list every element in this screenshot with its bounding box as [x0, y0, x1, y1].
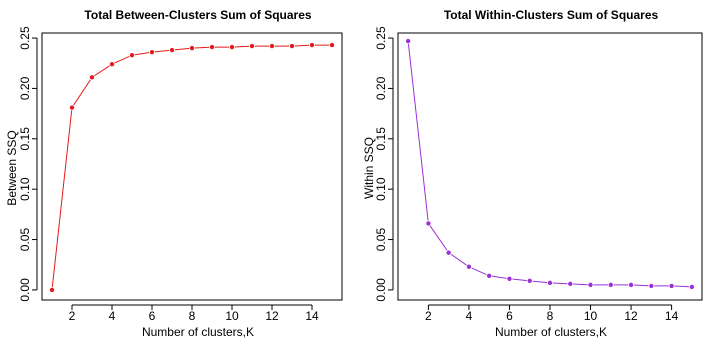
within-ssq-data-point [425, 220, 432, 227]
within-ssq-y-axis: 0.00 0.05 0.10 0.15 0.20 0.25 [374, 26, 394, 302]
within-ssq-series [405, 38, 695, 290]
within-ssq-y-tick-label: 0.00 [374, 278, 388, 302]
within-ssq-data-point [688, 283, 695, 290]
between-ssq-data-point [288, 43, 295, 50]
between-ssq-x-tick-label: 14 [305, 309, 319, 323]
within-ssq-data-point [628, 281, 635, 288]
within-ssq-x-tick-label: 14 [665, 309, 679, 323]
between-ssq-y-tick-label: 0.20 [18, 76, 32, 100]
between-ssq-y-tick-label: 0.05 [18, 228, 32, 252]
between-ssq-x-axis: 2 4 6 8 10 12 14 [69, 304, 319, 323]
between-ssq-title: Total Between-Clusters Sum of Squares [84, 8, 311, 22]
within-ssq-chart: Total Within-Clusters Sum of Squares Num… [362, 8, 703, 339]
between-ssq-data-point [128, 52, 135, 59]
within-ssq-data-point [445, 249, 452, 256]
between-ssq-y-tick-label: 0.10 [18, 177, 32, 201]
within-ssq-y-tick-label: 0.05 [374, 228, 388, 252]
within-ssq-data-point [506, 275, 513, 282]
between-ssq-data-point [268, 43, 275, 50]
within-ssq-x-tick-label: 8 [547, 309, 554, 323]
within-ssq-data-point [668, 282, 675, 289]
within-ssq-x-tick-label: 10 [584, 309, 598, 323]
within-ssq-x-tick-label: 12 [624, 309, 638, 323]
within-ssq-y-tick-label: 0.15 [374, 127, 388, 151]
within-ssq-data-point [607, 281, 614, 288]
between-ssq-y-axis: 0.00 0.05 0.10 0.15 0.20 0.25 [18, 26, 38, 302]
within-ssq-data-point [648, 282, 655, 289]
between-ssq-data-point [89, 74, 96, 81]
within-ssq-data-point [587, 281, 594, 288]
between-ssq-y-tick-label: 0.15 [18, 127, 32, 151]
within-ssq-x-axis-label: Number of clusters,K [495, 325, 607, 339]
within-ssq-series-line [407, 41, 692, 288]
within-ssq-plot-frame [397, 32, 703, 301]
within-ssq-x-tick-label: 6 [506, 309, 513, 323]
between-ssq-data-point [328, 42, 335, 49]
within-ssq-y-tick-label: 0.20 [374, 76, 388, 100]
within-ssq-data-point [526, 277, 533, 284]
between-ssq-data-point [49, 286, 56, 293]
between-ssq-y-axis-label: Between SSQ [5, 130, 19, 205]
within-ssq-data-point [486, 272, 493, 279]
between-ssq-y-tick-label: 0.25 [18, 26, 32, 50]
within-ssq-x-tick-label: 2 [425, 309, 432, 323]
within-ssq-data-point [567, 280, 574, 287]
between-ssq-data-point [188, 45, 195, 52]
within-ssq-data-point [405, 38, 412, 45]
between-ssq-x-axis-label: Number of clusters,K [142, 325, 254, 339]
between-ssq-data-point [208, 44, 215, 51]
between-ssq-data-point [168, 47, 175, 54]
between-ssq-plot-frame [41, 32, 343, 301]
within-ssq-y-tick-label: 0.25 [374, 26, 388, 50]
between-ssq-x-tick-label: 10 [225, 309, 239, 323]
within-ssq-title: Total Within-Clusters Sum of Squares [444, 8, 659, 22]
between-ssq-data-point [308, 42, 315, 49]
between-ssq-x-tick-label: 2 [69, 309, 76, 323]
between-ssq-data-point [69, 104, 76, 111]
between-ssq-data-point [228, 44, 235, 51]
within-ssq-y-axis-label: Within SSQ [362, 137, 376, 199]
within-ssq-x-tick-label: 4 [466, 309, 473, 323]
between-ssq-chart: Total Between-Clusters Sum of Squares Nu… [5, 8, 343, 339]
between-ssq-series [49, 42, 335, 293]
between-ssq-data-point [109, 61, 116, 68]
within-ssq-x-axis: 2 4 6 8 10 12 14 [425, 304, 679, 323]
between-ssq-x-tick-label: 8 [189, 309, 196, 323]
between-ssq-series-line [51, 44, 332, 290]
between-ssq-data-point [148, 49, 155, 56]
between-ssq-x-tick-label: 12 [265, 309, 279, 323]
between-ssq-y-tick-label: 0.00 [18, 278, 32, 302]
within-ssq-y-tick-label: 0.10 [374, 177, 388, 201]
within-ssq-data-point [465, 263, 472, 270]
between-ssq-data-point [248, 43, 255, 50]
between-ssq-x-tick-label: 6 [149, 309, 156, 323]
within-ssq-data-point [547, 279, 554, 286]
between-ssq-x-tick-label: 4 [109, 309, 116, 323]
